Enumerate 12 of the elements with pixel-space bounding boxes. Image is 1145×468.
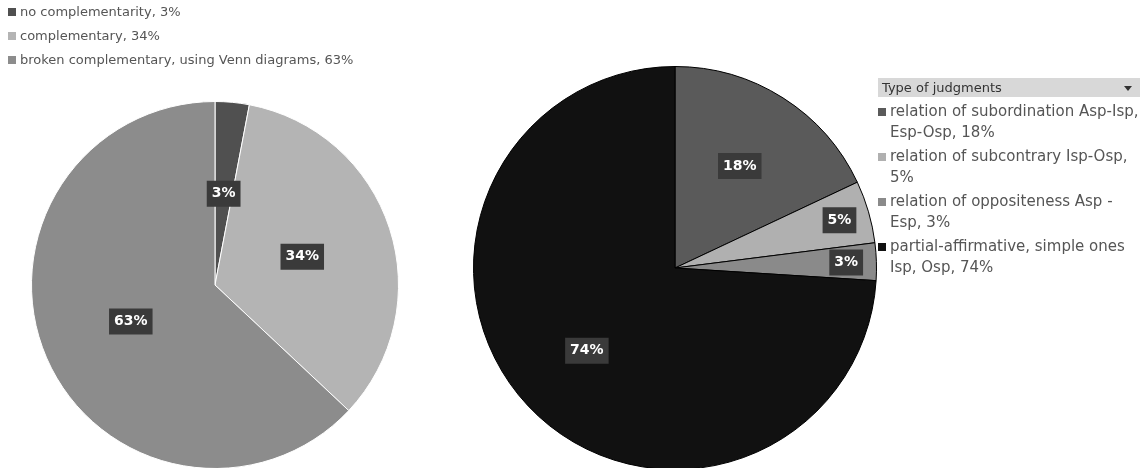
legend-label: complementary, 34%	[20, 28, 160, 44]
data-label: 3%	[834, 253, 859, 270]
data-label: 18%	[723, 156, 757, 173]
legend-label: partial-affirmative, simple ones Isp, Osp, 74%	[890, 236, 1126, 278]
legend-title: Type of judgments	[882, 80, 1002, 95]
data-label: 34%	[285, 247, 320, 264]
data-label: 5%	[827, 210, 852, 227]
legend-label: no complementarity, 3%	[20, 4, 181, 20]
data-label: 74%	[570, 341, 604, 358]
data-label: 3%	[211, 184, 236, 201]
legend-label: broken complementary, using Venn diagrams, 63%	[20, 52, 354, 68]
data-label: 63%	[114, 312, 148, 329]
